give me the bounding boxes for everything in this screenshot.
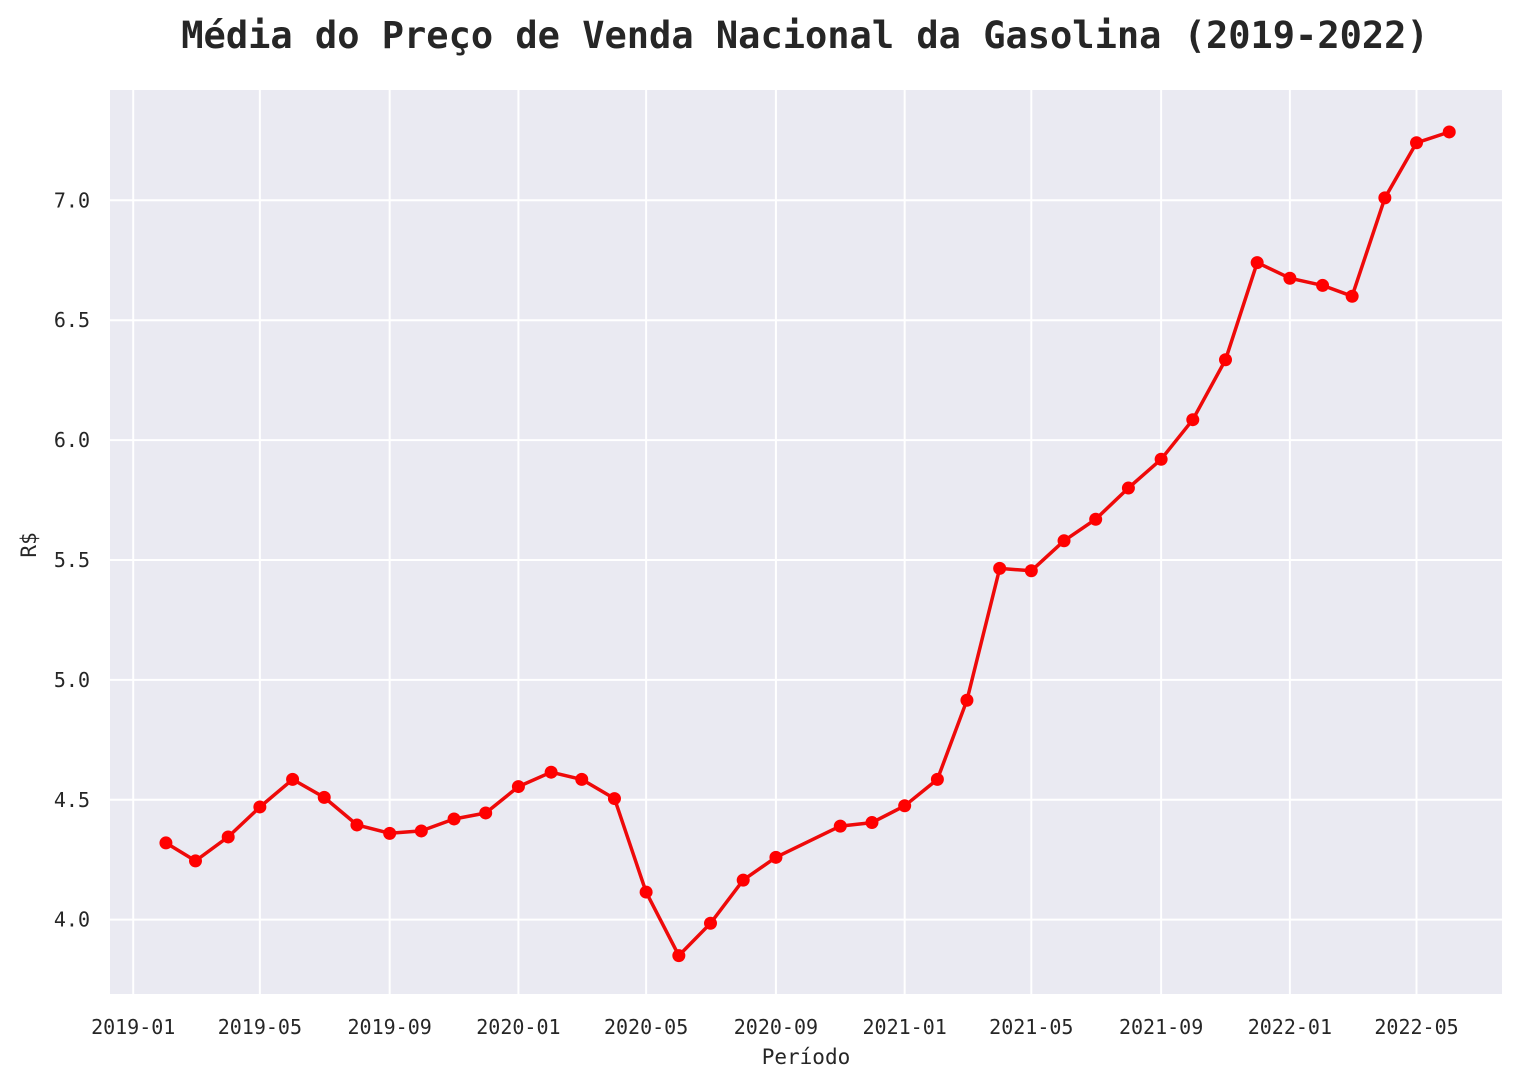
data-point xyxy=(575,772,589,786)
x-axis: 2019-01 2019-05 2019-09 2020-01 2020-05 2020-… xyxy=(91,1015,1459,1039)
data-point xyxy=(1442,125,1456,139)
data-point xyxy=(479,806,493,820)
data-point xyxy=(447,812,461,826)
data-point xyxy=(383,826,397,840)
data-point xyxy=(930,772,944,786)
data-point xyxy=(639,885,653,899)
y-axis: 4.0 4.5 5.0 5.5 6.0 6.5 7.0 xyxy=(54,188,90,931)
plot-area xyxy=(110,90,1502,994)
x-tick-label: 2020-05 xyxy=(604,1015,688,1039)
data-point xyxy=(1250,256,1264,270)
y-tick-label: 4.5 xyxy=(54,788,90,812)
y-tick-label: 6.0 xyxy=(54,428,90,452)
data-point xyxy=(1378,191,1392,205)
y-tick-label: 6.5 xyxy=(54,308,90,332)
x-axis-label: Período xyxy=(762,1045,851,1069)
x-tick-label: 2022-01 xyxy=(1248,1015,1332,1039)
x-tick-label: 2020-09 xyxy=(734,1015,818,1039)
data-point xyxy=(769,850,783,864)
data-point xyxy=(865,816,879,830)
data-point xyxy=(607,792,621,806)
data-point xyxy=(993,561,1007,575)
y-tick-label: 7.0 xyxy=(54,188,90,212)
data-point xyxy=(1410,136,1424,150)
y-tick-label: 5.0 xyxy=(54,668,90,692)
data-point xyxy=(736,873,750,887)
x-tick-label: 2021-09 xyxy=(1119,1015,1203,1039)
data-point xyxy=(188,854,202,868)
series-gasolina xyxy=(159,125,1456,963)
data-point xyxy=(1316,278,1330,292)
data-point xyxy=(286,772,300,786)
data-point xyxy=(1024,564,1038,578)
data-point xyxy=(1121,481,1135,495)
x-tick-label: 2019-05 xyxy=(218,1015,302,1039)
x-tick-label: 2021-01 xyxy=(863,1015,947,1039)
y-axis-label: R$ xyxy=(17,532,41,557)
data-point xyxy=(159,836,173,850)
data-point xyxy=(1218,353,1232,367)
data-point xyxy=(350,818,364,832)
data-point xyxy=(511,780,525,794)
data-point xyxy=(1154,452,1168,466)
data-point xyxy=(317,790,331,804)
data-point xyxy=(960,693,974,707)
data-point xyxy=(1283,271,1297,285)
data-point xyxy=(221,830,235,844)
data-point xyxy=(833,819,847,833)
x-tick-label: 2021-05 xyxy=(989,1015,1073,1039)
grid-lines xyxy=(110,90,1502,994)
chart-title: Média do Preço de Venda Nacional da Gaso… xyxy=(181,14,1428,57)
data-point xyxy=(1186,413,1200,427)
data-point xyxy=(544,765,558,779)
data-point xyxy=(1345,289,1359,303)
x-tick-label: 2022-05 xyxy=(1374,1015,1458,1039)
x-tick-label: 2019-01 xyxy=(91,1015,175,1039)
data-point xyxy=(1089,512,1103,526)
y-tick-label: 5.5 xyxy=(54,548,90,572)
data-point xyxy=(898,799,912,813)
data-point xyxy=(1057,534,1071,548)
x-tick-label: 2020-01 xyxy=(476,1015,560,1039)
data-point xyxy=(703,916,717,930)
data-point xyxy=(414,824,428,838)
series-line xyxy=(164,130,1450,958)
x-tick-label: 2019-09 xyxy=(348,1015,432,1039)
y-tick-label: 4.0 xyxy=(54,908,90,932)
data-point xyxy=(672,949,686,963)
data-point xyxy=(253,800,267,814)
